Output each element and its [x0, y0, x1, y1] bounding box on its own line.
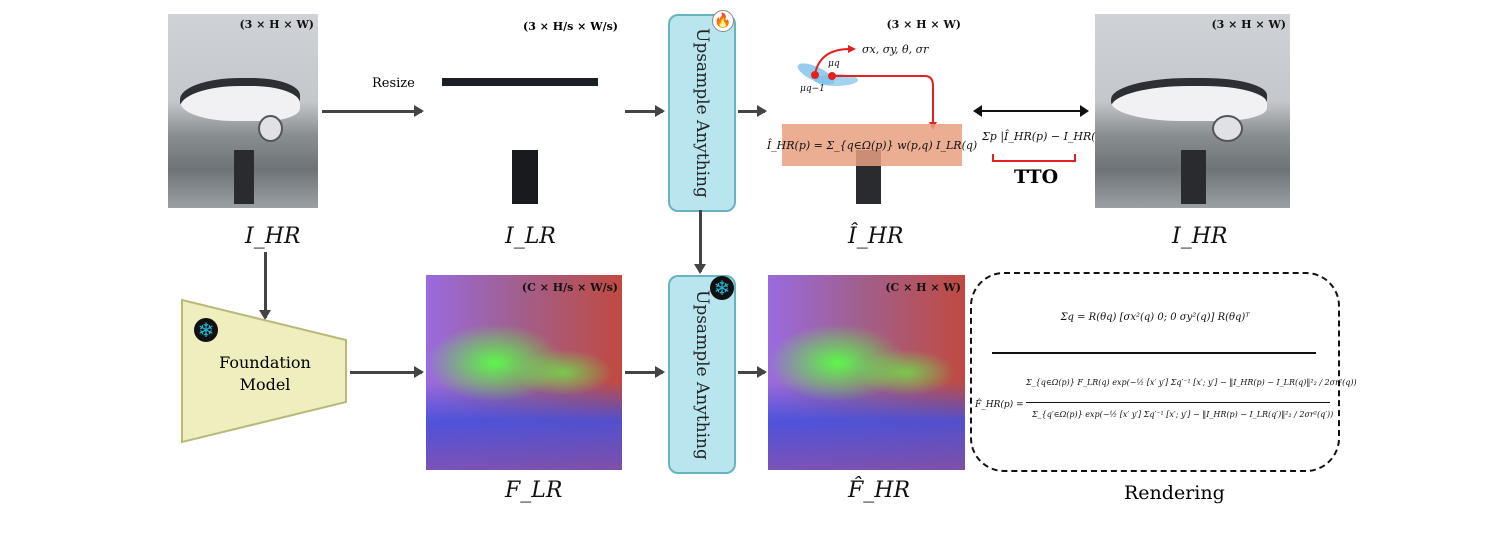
resize-label: Resize: [372, 76, 415, 91]
snowflake-icon: ❄: [194, 318, 218, 342]
rendering-box: Σq = R(θq) [σx²(q) 0; 0 σy²(q)] R(θq)ᵀ F…: [970, 272, 1357, 472]
fraction-bar: [1026, 402, 1330, 403]
arrow: [738, 105, 767, 117]
snowflake-icon: ❄: [710, 276, 734, 300]
foundation-model-label: Foundation Model: [200, 352, 330, 396]
upsample-label: Upsample Anything: [692, 28, 712, 198]
airplane-shape: [180, 78, 300, 121]
upsample-anything-bottom: Upsample Anything: [668, 275, 736, 474]
ground-equipment-shape: [234, 149, 254, 205]
rendering-label: Rendering: [1124, 482, 1225, 504]
output-image-label: Î_HR: [848, 224, 904, 249]
input-image-label: I_HR: [245, 224, 301, 249]
ground-equipment-shape: [1180, 149, 1207, 205]
low-res-features: (C × H/s × W/s): [426, 275, 622, 470]
arrow-down: [694, 210, 706, 274]
label-line: Foundation: [219, 353, 311, 372]
mu-q: μq: [828, 59, 840, 69]
input-image-hr: (3 × H × W): [168, 14, 318, 208]
engine-shape: [1212, 114, 1244, 143]
engine-shape: [258, 114, 283, 143]
output-image-hr: (3 × H × W) σx, σy, θ, σr μq μq−1 Î_HR(p…: [767, 14, 977, 208]
arrow: [625, 366, 665, 378]
airplane-shape: [441, 78, 599, 121]
target-image-label: I_HR: [1172, 224, 1228, 249]
dims-label: (3 × H × W): [1211, 18, 1286, 31]
airplane-shape: [1110, 78, 1267, 121]
low-res-image: (3 × H/s × W/s): [426, 14, 622, 208]
resize-arrow: [322, 105, 424, 117]
low-res-image-label: I_LR: [505, 224, 556, 249]
tto-label: TTO: [1014, 166, 1059, 188]
dims-label: (3 × H/s × W/s): [523, 20, 618, 33]
rendering-denominator: Σ_{q′∈Ω(p)} exp(−½ [x′ y′] Σq′⁻¹ [x′; y′…: [1032, 410, 1334, 419]
divider: [992, 352, 1316, 354]
foundation-model-block: [181, 298, 347, 444]
reconstruction-formula: Î_HR(p) = Σ_{q∈Ω(p)} w(p,q) I_LR(q): [766, 138, 978, 152]
low-res-features-label: F_LR: [505, 478, 563, 503]
output-features-hr: (C × H × W): [768, 275, 965, 470]
arrow: [350, 366, 424, 378]
output-features-label: F̂_HR: [848, 478, 911, 503]
upsample-label: Upsample Anything: [692, 289, 712, 460]
fire-icon: 🔥: [712, 10, 734, 32]
label-line: Model: [239, 375, 291, 394]
target-image-hr: (3 × H × W): [1095, 14, 1290, 208]
dims-label: (3 × H × W): [239, 18, 314, 31]
dims-label: (3 × H × W): [886, 18, 961, 31]
dims-label: (C × H × W): [885, 281, 961, 294]
dims-label: (C × H/s × W/s): [521, 281, 618, 294]
covariance-formula: Σq = R(θq) [σx²(q) 0; 0 σy²(q)] R(θq)ᵀ: [1060, 312, 1250, 323]
arrow: [738, 366, 767, 378]
loss-formula: Σp |Î_HR(p) − I_HR(p)|₁: [982, 130, 1116, 143]
compare-double-arrow: [973, 105, 1089, 117]
upsample-anything-top: Upsample Anything: [668, 14, 736, 212]
rendering-lhs: F̂_HR(p) =: [975, 400, 1024, 410]
loss-brace: [992, 154, 1076, 162]
gaussian-params: σx, σy, θ, σr: [862, 43, 929, 56]
arrow-down: [259, 252, 271, 320]
rendering-numerator: Σ_{q∈Ω(p)} F_LR(q) exp(−½ [x′ y′] Σq′⁻¹ …: [1026, 378, 1357, 387]
mu-q-minus-1: μq−1: [800, 84, 825, 94]
arrow: [625, 105, 665, 117]
formula-highlight: Î_HR(p) = Σ_{q∈Ω(p)} w(p,q) I_LR(q): [767, 124, 977, 166]
ground-equipment-shape: [512, 149, 538, 205]
